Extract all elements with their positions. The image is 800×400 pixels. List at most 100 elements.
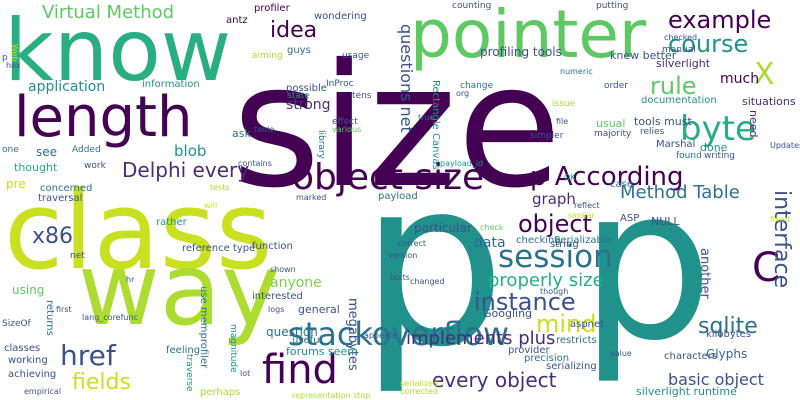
word-logs: logs: [268, 305, 285, 314]
word-guys: guys: [287, 45, 311, 56]
word-p-large-2: p: [580, 142, 714, 387]
word-pre: pre: [6, 177, 26, 191]
word-reference-type: reference type: [182, 243, 256, 254]
word-table: table: [254, 125, 275, 134]
word-counting: counting: [452, 1, 492, 11]
word-true: true: [418, 113, 435, 122]
word-traverse: traverse: [184, 354, 194, 392]
word-state: state: [287, 91, 310, 101]
word-net: net: [70, 251, 85, 261]
word-version: version: [388, 251, 418, 260]
word-silverlight: silverlight: [656, 57, 711, 70]
word-hr: hr: [126, 275, 135, 284]
word-this: this: [124, 231, 139, 240]
word-kilobytes: kilobytes: [706, 329, 752, 340]
word-serializable: Serializable: [554, 235, 612, 246]
word-graph: graph: [532, 190, 576, 208]
word-marked: marked: [296, 193, 327, 202]
word-updates: Updates: [770, 141, 800, 150]
word-know: know: [4, 1, 232, 101]
word-manual: manual: [662, 45, 696, 55]
word-blob: blob: [174, 142, 207, 160]
word-similar: similar: [568, 211, 595, 220]
word-idea: idea: [270, 18, 318, 43]
word-pointer: pointer: [410, 0, 647, 73]
word-delphi-every: Delphi every: [122, 158, 250, 182]
word-object-size: object size: [292, 157, 485, 198]
word-fixed: fixed: [770, 215, 790, 224]
word-checked: checked: [664, 33, 698, 42]
word-situations: situations: [742, 95, 796, 108]
word-payload: payload: [378, 191, 418, 202]
word-example: example: [668, 6, 772, 34]
word-p-large: p: [360, 131, 506, 398]
word-knew-better: knew better: [610, 49, 677, 62]
word-empirical: empirical: [24, 387, 62, 396]
word-information: information: [142, 79, 200, 90]
word-every-object: every object: [432, 368, 557, 392]
word-sqlite: sqlite: [698, 314, 758, 339]
word-strong: strong: [286, 97, 331, 113]
word-p-small: p: [2, 53, 8, 63]
word-added: Added: [72, 145, 101, 155]
word-fields: fields: [72, 370, 131, 395]
word-feeling: feeling: [166, 345, 201, 356]
word-representation-stop: representation stop: [292, 391, 371, 400]
word-properly-size: properly size: [488, 270, 604, 291]
word-profiling-tools: profiling tools: [480, 45, 562, 59]
word-marshal: Marshal: [656, 139, 696, 150]
word-string: string: [550, 239, 579, 250]
word-corrected: corrected: [400, 387, 439, 396]
word-rather: rather: [156, 217, 187, 228]
word-restricts: restricts: [556, 335, 597, 346]
word-useful: useful: [292, 335, 323, 346]
word-find: find: [262, 347, 338, 393]
word-appears: appears: [364, 331, 397, 340]
word-achieving: achieving: [8, 369, 57, 380]
word-will: will: [204, 201, 218, 210]
word-org: org: [456, 89, 470, 98]
word-data: data: [474, 235, 506, 251]
word-tens: tens: [352, 91, 372, 101]
word-inproc: InProc: [326, 79, 354, 89]
word-object: object: [518, 210, 592, 238]
word-contains: contains: [238, 159, 272, 168]
word-use-memprofiler: use memprofiler: [198, 286, 209, 369]
word-instance: instance: [474, 288, 576, 316]
word-wondering: wondering: [314, 11, 367, 22]
word-issue: issue: [552, 99, 576, 109]
word-tests: tests: [210, 183, 230, 192]
word-glyphs: Glyphs: [706, 347, 748, 361]
word-possible: possible: [286, 83, 327, 94]
word-lot: lot: [240, 369, 251, 378]
word-documentation: documentation: [641, 95, 717, 106]
word-usual: usual: [596, 117, 626, 130]
word-using: using: [12, 283, 45, 297]
word-texts: texts: [390, 273, 410, 282]
word-silverlight-runtime: silverlight runtime: [636, 385, 737, 398]
word-provider: provider: [508, 345, 550, 356]
word-check: check: [480, 223, 504, 232]
word-file: file: [556, 117, 569, 126]
word-general: general: [298, 303, 340, 316]
word-mind: mind: [536, 310, 597, 338]
word-checking: checking: [516, 235, 561, 246]
word-library: library: [316, 130, 326, 159]
word-concerned: concerned: [40, 183, 93, 194]
word-ask: ask: [232, 127, 251, 140]
word-first: first: [56, 305, 72, 314]
word-majority: majority: [594, 129, 632, 139]
word-working: working: [8, 355, 48, 366]
word-relies: relies: [640, 127, 665, 137]
word-x86: x86: [32, 224, 74, 249]
word-megabytes: megabytes: [345, 298, 360, 371]
word-returns: returns: [44, 300, 55, 336]
word-p-according: p According: [530, 162, 684, 192]
word-size: size: [232, 28, 562, 226]
word-need: need: [747, 110, 760, 138]
word-googling: Googling: [483, 307, 533, 320]
word-shown: shown: [270, 265, 296, 274]
word-found: found: [676, 151, 702, 161]
word-one: one: [2, 145, 19, 155]
word-correct: correct: [398, 239, 427, 248]
